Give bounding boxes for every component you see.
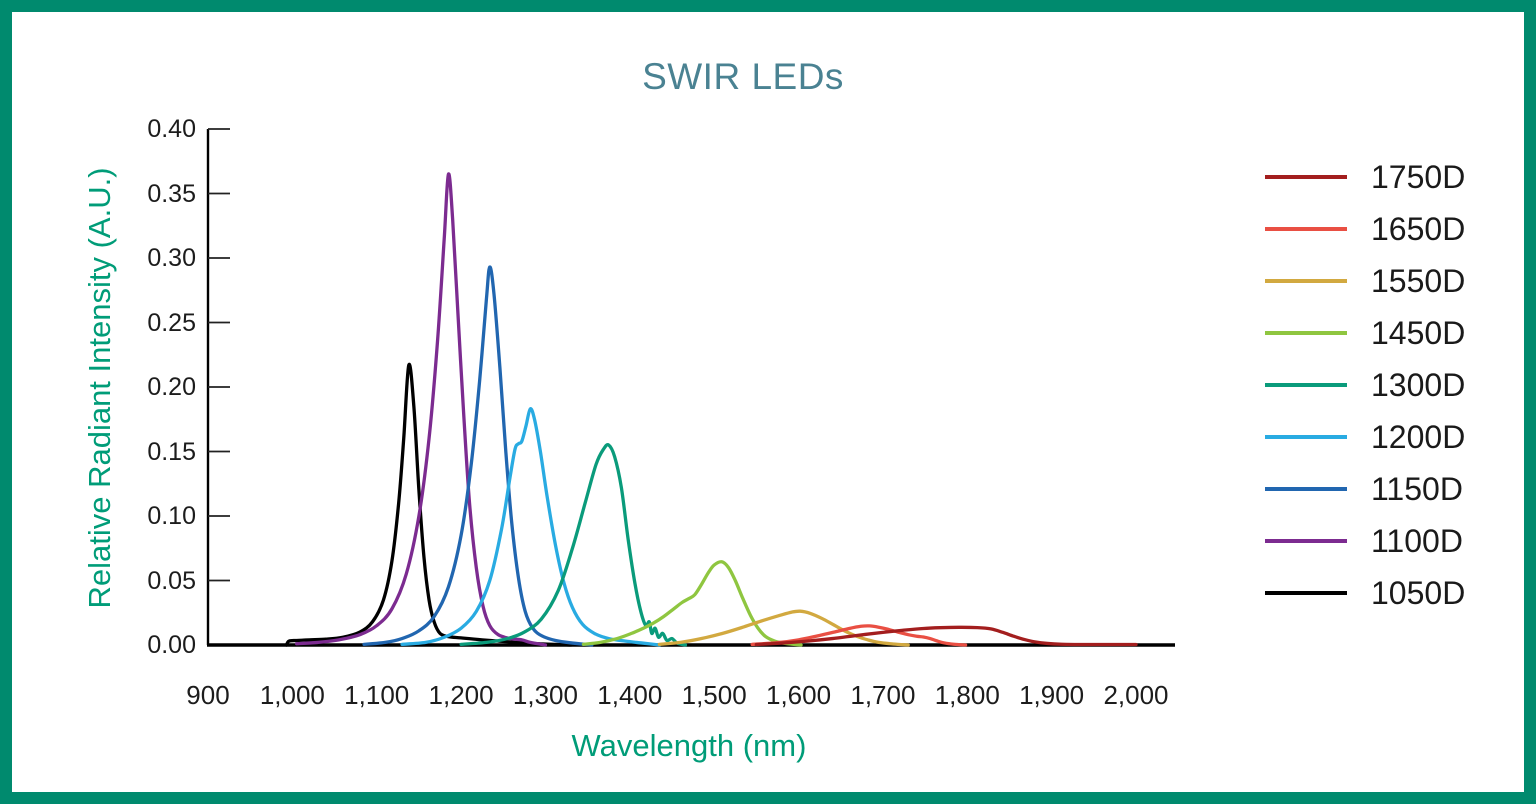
x-tick-label: 1,900	[1019, 680, 1085, 710]
x-tick-label: 1,400	[597, 680, 663, 710]
legend-item-1150D: 1150D	[1265, 463, 1465, 515]
x-axis-title: Wavelength (nm)	[571, 728, 807, 763]
legend-item-1100D: 1100D	[1265, 515, 1465, 567]
legend-label: 1550D	[1371, 262, 1466, 299]
series-curve-1550D	[657, 609, 910, 647]
series-curve-1650D	[750, 624, 968, 647]
legend-swatch-1050D	[1265, 591, 1347, 595]
y-tick-label: 0.40	[147, 115, 196, 143]
x-tick-label: 1,800	[934, 680, 1000, 710]
x-tick-label: 900	[186, 680, 230, 710]
legend-item-1750D: 1750D	[1265, 151, 1465, 203]
series-curve-1100D	[294, 172, 548, 647]
legend-swatch-1100D	[1265, 539, 1347, 543]
y-tick-label: 0.35	[147, 179, 196, 208]
legend-swatch-1550D	[1265, 279, 1347, 283]
chart-title: SWIR LEDs	[642, 56, 844, 97]
x-tick-label: 2,000	[1103, 680, 1169, 710]
legend-item-1300D: 1300D	[1265, 359, 1465, 411]
y-tick-label: 0.20	[147, 373, 196, 401]
legend-swatch-1450D	[1265, 331, 1347, 335]
legend-label: 1300D	[1371, 366, 1466, 403]
legend-swatch-1150D	[1265, 487, 1347, 491]
x-tick-label: 1,100	[344, 680, 410, 710]
y-tick-label: 0.10	[147, 502, 196, 530]
legend-label: 1650D	[1371, 210, 1466, 247]
series-curve-1050D	[284, 362, 573, 647]
x-tick-label: 1,700	[850, 680, 916, 710]
x-tick-label: 1,500	[681, 680, 747, 710]
series-curve-1300D	[459, 443, 688, 647]
series-curve-1150D	[362, 265, 594, 647]
x-tick-label: 1,200	[428, 680, 494, 710]
y-tick-label: 0.25	[147, 308, 196, 337]
legend-item-1650D: 1650D	[1265, 203, 1465, 255]
y-tick-label: 0.00	[147, 631, 196, 659]
legend-swatch-1750D	[1265, 175, 1347, 179]
legend: 1750D 1650D 1550D 1450D 1300D 1200D 1150D 1100D…	[1265, 151, 1465, 619]
legend-item-1550D: 1550D	[1265, 255, 1465, 307]
x-tick-label: 1,000	[259, 680, 325, 710]
y-tick-label: 0.15	[147, 437, 196, 466]
legend-swatch-1200D	[1265, 435, 1347, 439]
x-tick-label: 1,600	[765, 680, 832, 710]
legend-label: 1050D	[1371, 574, 1466, 611]
legend-label: 1150D	[1371, 470, 1463, 507]
legend-item-1050D: 1050D	[1265, 567, 1465, 619]
legend-label: 1200D	[1371, 418, 1466, 455]
series-curve-1750D	[754, 625, 1138, 647]
y-tick-label: 0.30	[147, 244, 196, 272]
legend-label: 1100D	[1371, 522, 1463, 559]
legend-label: 1450D	[1371, 314, 1466, 351]
legend-swatch-1300D	[1265, 383, 1347, 387]
series-curve-1450D	[581, 560, 803, 647]
x-tick-label: 1,300	[512, 680, 578, 710]
legend-swatch-1650D	[1265, 227, 1347, 231]
legend-label: 1750D	[1371, 158, 1466, 195]
y-tick-label: 0.05	[147, 566, 196, 595]
legend-item-1450D: 1450D	[1265, 307, 1465, 359]
legend-item-1200D: 1200D	[1265, 411, 1465, 463]
plot-svg	[206, 128, 1175, 647]
series-curve-1200D	[400, 407, 661, 647]
